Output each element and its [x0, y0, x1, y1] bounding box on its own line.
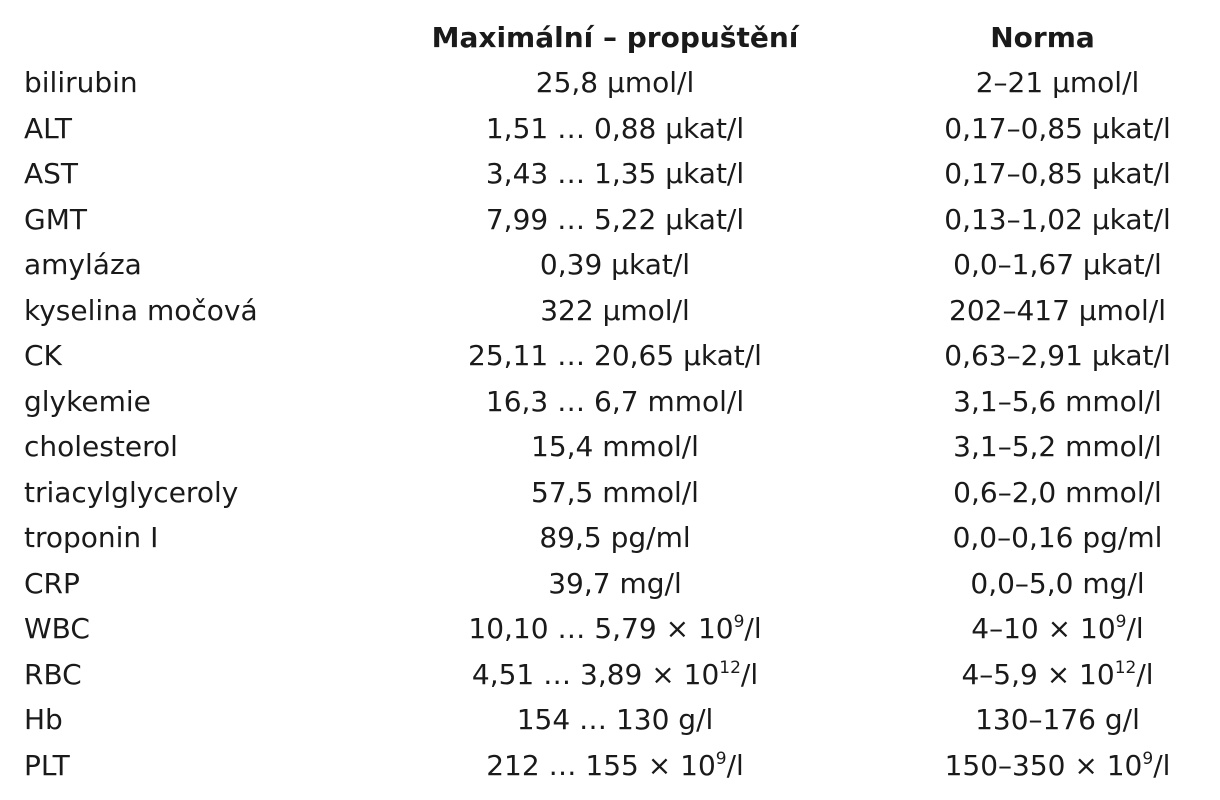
table-row: glykemie 16,3 … 6,7 mmol/l 3,1–5,6 mmol/l: [0, 379, 1220, 425]
unit-suffix: /l: [1136, 657, 1154, 691]
exponent: 9: [1142, 748, 1154, 769]
parameter-cell: troponin I: [24, 521, 159, 555]
maximal-value-cell: 154 … 130 g/l: [516, 703, 714, 737]
table-row: WBC 10,10 … 5,79 × 109/l 4–10 × 109/l: [0, 606, 1220, 652]
exponent: 9: [1115, 612, 1127, 633]
exponent: 12: [1114, 657, 1137, 678]
table-row: triacylglyceroly 57,5 mmol/l 0,6–2,0 mmol/…: [0, 470, 1220, 516]
parameter-cell: WBC: [24, 612, 90, 646]
header-row: Maximální – propuštění Norma: [0, 0, 1220, 60]
parameter-cell: amyláza: [24, 248, 142, 282]
header-parameter: [0, 0, 365, 60]
value-text: 4,51 … 3,89 × 10: [471, 657, 720, 691]
maximal-value-cell: 57,5 mmol/l: [531, 475, 699, 509]
parameter-cell: RBC: [24, 657, 82, 691]
parameter-cell: AST: [24, 157, 79, 191]
maximal-value-cell: 25,8 µmol/l: [535, 66, 695, 100]
norm-value-cell: 0,17–0,85 µkat/l: [944, 111, 1171, 145]
table-row: Hb 154 … 130 g/l 130–176 g/l: [0, 697, 1220, 743]
table-row: AST 3,43 … 1,35 µkat/l 0,17–0,85 µkat/l: [0, 151, 1220, 197]
maximal-value-cell: 16,3 … 6,7 mmol/l: [485, 384, 745, 418]
maximal-value-cell: 10,10 … 5,79 × 109/l: [365, 606, 865, 652]
maximal-value-cell: 322 µmol/l: [540, 293, 690, 327]
parameter-cell: CK: [24, 339, 62, 373]
maximal-value-cell: 4,51 … 3,89 × 1012/l: [365, 652, 865, 698]
norm-value-cell: 0,0–1,67 µkat/l: [953, 248, 1162, 282]
norm-value-cell: 202–417 µmol/l: [949, 293, 1166, 327]
parameter-cell: Hb: [24, 703, 63, 737]
maximal-value-cell: 0,39 µkat/l: [539, 248, 691, 282]
value-text: 150–350 × 10: [944, 748, 1143, 782]
maximal-value-cell: 212 … 155 × 109/l: [365, 743, 865, 789]
norm-value-cell: 4–10 × 109/l: [865, 606, 1220, 652]
maximal-value-cell: 15,4 mmol/l: [531, 430, 699, 464]
table-row: bilirubin 25,8 µmol/l 2–21 µmol/l: [0, 60, 1220, 106]
unit-suffix: /l: [1153, 748, 1171, 782]
value-text: 4–5,9 × 10: [961, 657, 1115, 691]
norm-value-cell: 0,0–5,0 mg/l: [970, 566, 1145, 600]
table-row: RBC 4,51 … 3,89 × 1012/l 4–5,9 × 1012/l: [0, 652, 1220, 698]
norm-value-cell: 0,63–2,91 µkat/l: [944, 339, 1171, 373]
norm-value-cell: 0,6–2,0 mmol/l: [953, 475, 1162, 509]
norm-value-cell: 0,0–0,16 pg/ml: [952, 521, 1163, 555]
unit-suffix: /l: [740, 657, 759, 691]
norm-value-cell: 3,1–5,2 mmol/l: [953, 430, 1162, 464]
table-row: cholesterol 15,4 mmol/l 3,1–5,2 mmol/l: [0, 424, 1220, 470]
table-row: ALT 1,51 … 0,88 µkat/l 0,17–0,85 µkat/l: [0, 106, 1220, 152]
header-maximal: Maximální – propuštění: [431, 20, 799, 54]
table-row: troponin I 89,5 pg/ml 0,0–0,16 pg/ml: [0, 515, 1220, 561]
parameter-cell: kyselina močová: [24, 293, 258, 327]
maximal-value-cell: 7,99 … 5,22 µkat/l: [485, 202, 745, 236]
norm-value-cell: 4–5,9 × 1012/l: [865, 652, 1220, 698]
maximal-value-cell: 89,5 pg/ml: [539, 521, 691, 555]
table-row: kyselina močová 322 µmol/l 202–417 µmol/l: [0, 288, 1220, 334]
norm-value-cell: 3,1–5,6 mmol/l: [953, 384, 1162, 418]
norm-value-cell: 150–350 × 109/l: [865, 743, 1220, 789]
table-row: CK 25,11 … 20,65 µkat/l 0,63–2,91 µkat/l: [0, 333, 1220, 379]
maximal-value-cell: 3,43 … 1,35 µkat/l: [485, 157, 745, 191]
unit-suffix: /l: [744, 612, 762, 646]
table-body: bilirubin 25,8 µmol/l 2–21 µmol/l ALT 1,51 ……: [0, 60, 1220, 788]
norm-value-cell: 130–176 g/l: [975, 703, 1140, 737]
table-row: CRP 39,7 mg/l 0,0–5,0 mg/l: [0, 561, 1220, 607]
value-text: 4–10 × 10: [971, 612, 1116, 646]
parameter-cell: ALT: [24, 111, 73, 145]
exponent: 9: [733, 612, 745, 633]
parameter-cell: glykemie: [24, 384, 151, 418]
unit-suffix: /l: [1126, 612, 1144, 646]
norm-value-cell: 2–21 µmol/l: [975, 66, 1140, 100]
parameter-cell: GMT: [24, 202, 87, 236]
exponent: 9: [715, 748, 727, 769]
maximal-value-cell: 1,51 … 0,88 µkat/l: [485, 111, 745, 145]
parameter-cell: PLT: [24, 748, 70, 782]
header-norm: Norma: [990, 20, 1095, 54]
table-row: amyláza 0,39 µkat/l 0,0–1,67 µkat/l: [0, 242, 1220, 288]
maximal-value-cell: 39,7 mg/l: [548, 566, 682, 600]
exponent: 12: [719, 657, 741, 678]
value-text: 212 … 155 × 10: [486, 748, 716, 782]
unit-suffix: /l: [726, 748, 744, 782]
parameter-cell: bilirubin: [24, 66, 138, 100]
parameter-cell: triacylglyceroly: [24, 475, 239, 509]
parameter-cell: CRP: [24, 566, 80, 600]
table-row: GMT 7,99 … 5,22 µkat/l 0,13–1,02 µkat/l: [0, 197, 1220, 243]
norm-value-cell: 0,17–0,85 µkat/l: [944, 157, 1171, 191]
maximal-value-cell: 25,11 … 20,65 µkat/l: [468, 339, 762, 373]
norm-value-cell: 0,13–1,02 µkat/l: [944, 202, 1171, 236]
parameter-cell: cholesterol: [24, 430, 178, 464]
value-text: 10,10 … 5,79 × 10: [468, 612, 734, 646]
table-row: PLT 212 … 155 × 109/l 150–350 × 109/l: [0, 743, 1220, 789]
